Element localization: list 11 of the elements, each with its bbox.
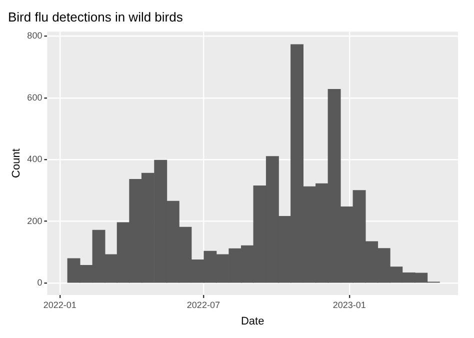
x-tick-label: 2022-01 [43, 300, 76, 310]
y-axis-title: Count [10, 148, 23, 178]
x-axis-title: Date [240, 315, 264, 328]
x-tick-label: 2022-07 [186, 300, 220, 310]
chart-title: Bird flu detections in wild birds [8, 9, 184, 24]
y-tick-label: 600 [27, 92, 42, 102]
y-tick-label: 400 [27, 154, 42, 164]
y-tick-label: 200 [27, 216, 42, 226]
y-tick-label: 0 [37, 277, 42, 288]
y-tick-label: 800 [27, 30, 42, 41]
x-tick-label: 2023-01 [332, 300, 366, 310]
